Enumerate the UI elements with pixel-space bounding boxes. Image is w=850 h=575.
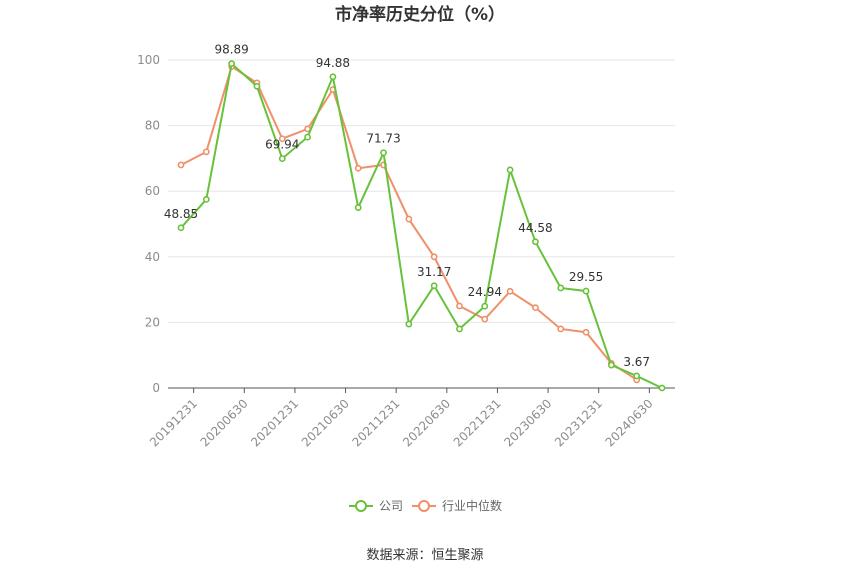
y-tick-label: 20 — [145, 315, 160, 329]
data-point — [430, 282, 438, 290]
x-tick-label: 20231231 — [552, 396, 605, 449]
data-label: 29.55 — [569, 270, 603, 284]
data-point — [304, 133, 311, 141]
data-point — [582, 328, 590, 336]
data-point — [456, 302, 463, 310]
data-point — [557, 325, 565, 333]
data-label: 69.94 — [265, 138, 299, 152]
data-point — [582, 287, 590, 295]
y-tick-label: 100 — [137, 53, 160, 67]
data-label: 31.17 — [417, 265, 451, 279]
series-line — [180, 61, 663, 389]
data-point — [532, 304, 539, 312]
data-point — [506, 287, 514, 295]
x-tick-label: 20210630 — [299, 396, 352, 449]
data-point — [506, 166, 514, 174]
y-tick-label: 60 — [145, 184, 160, 198]
data-point — [405, 215, 413, 223]
data-point — [633, 372, 641, 380]
legend[interactable]: 公司 行业中位数 — [349, 498, 502, 513]
data-point — [278, 135, 286, 143]
data-point — [481, 315, 489, 323]
data-point — [658, 384, 666, 392]
data-label: 71.73 — [366, 132, 400, 146]
x-tick-label: 20191231 — [147, 396, 200, 449]
data-point — [177, 161, 185, 169]
legend-label: 行业中位数 — [442, 498, 502, 513]
data-point — [329, 73, 337, 81]
data-label: 48.85 — [164, 207, 198, 221]
data-point — [405, 320, 413, 328]
data-point — [202, 195, 210, 203]
data-label: 24.94 — [468, 285, 502, 299]
series-company — [177, 60, 666, 392]
legend-item-industry-median[interactable]: 行业中位数 — [412, 498, 502, 513]
data-labels: 48.85 98.89 69.94 94.88 71.73 31.17 24.94 44.58… — [164, 43, 650, 369]
data-label: 44.58 — [518, 221, 552, 235]
data-point — [456, 325, 463, 333]
x-tick-label: 20211231 — [349, 396, 402, 449]
data-point — [481, 302, 489, 310]
legend-label: 公司 — [379, 499, 403, 513]
data-point — [278, 155, 286, 162]
data-point — [354, 204, 362, 211]
y-tick-label: 80 — [145, 119, 160, 133]
data-point — [380, 149, 387, 157]
series-line — [180, 64, 638, 381]
data-point — [202, 148, 210, 156]
data-label: 94.88 — [316, 56, 350, 70]
y-tick-label: 40 — [145, 250, 160, 264]
legend-item-company[interactable]: 公司 — [349, 499, 403, 513]
source-note: 数据来源：恒生聚源 — [366, 548, 483, 563]
data-point — [354, 164, 362, 172]
data-point — [532, 238, 539, 246]
gridlines — [168, 59, 675, 389]
data-point — [228, 60, 236, 68]
data-point — [607, 361, 615, 369]
data-label: 98.89 — [214, 43, 248, 57]
data-point — [430, 253, 438, 261]
series-layer — [177, 60, 666, 392]
y-axis-ticks: 0 20 40 60 80 100 — [137, 53, 160, 395]
legend-swatch-marker — [418, 500, 430, 512]
data-point — [253, 82, 261, 90]
data-point — [177, 224, 185, 232]
x-tick-label: 20230630 — [501, 396, 554, 449]
data-point — [557, 284, 565, 292]
series-industry-median — [177, 63, 641, 384]
chart-title: 市净率历史分位（%） — [335, 4, 505, 25]
x-axis-ticks: 2019123120200630202012312021063020211231… — [147, 388, 656, 450]
x-tick-label: 20201231 — [248, 396, 301, 449]
x-tick-label: 20240630 — [603, 396, 656, 449]
x-tick-label: 20200630 — [198, 396, 251, 449]
data-label: 3.67 — [623, 355, 650, 369]
legend-swatch-marker — [355, 500, 367, 512]
y-tick-label: 0 — [152, 381, 160, 395]
x-tick-label: 20221231 — [451, 396, 504, 449]
x-tick-label: 20220630 — [400, 396, 453, 449]
